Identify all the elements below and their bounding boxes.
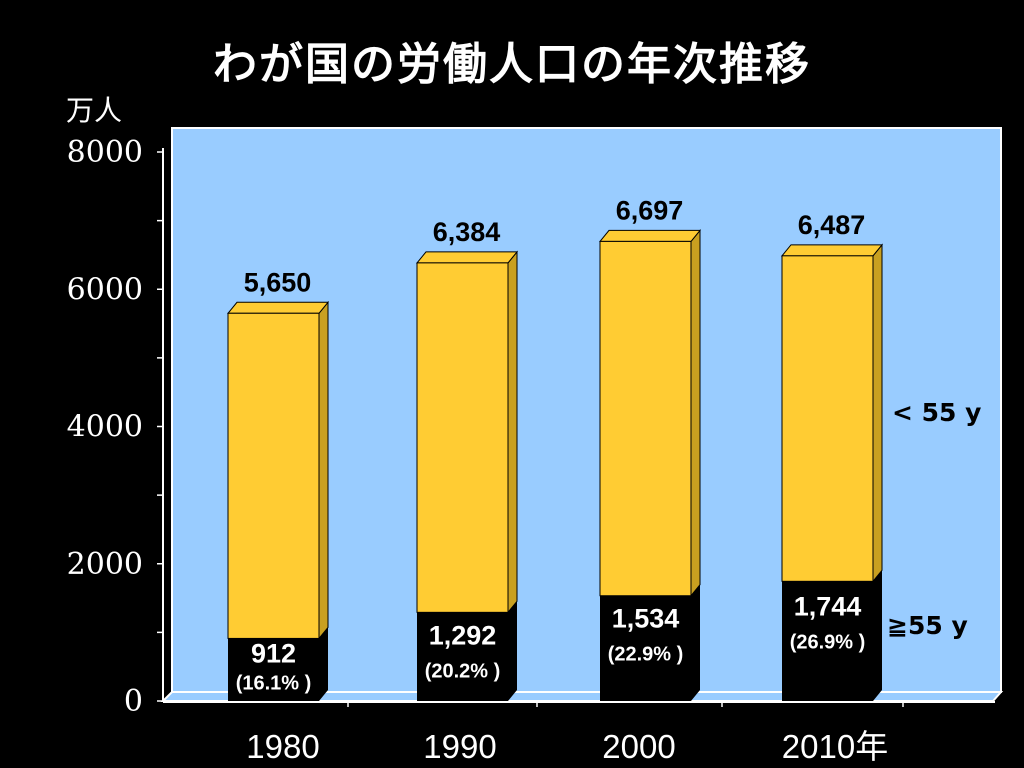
- x-category-label: 1980: [246, 728, 319, 765]
- bar-side-upper: [318, 300, 329, 640]
- bar-segment-under-55: [227, 312, 320, 639]
- x-category-label: 2000: [602, 728, 675, 765]
- series-label-under-55: < 55 y: [892, 398, 981, 427]
- bar-top: [226, 301, 330, 314]
- bar-side-upper: [872, 243, 883, 583]
- bar-segment-55-plus: [600, 595, 691, 701]
- bar-segment-value-label: 1,744: [794, 591, 862, 621]
- y-tick-label: 6000: [67, 272, 143, 307]
- bar-side-lower: [508, 601, 517, 701]
- bar-total-label: 5,650: [244, 267, 312, 297]
- y-axis-unit-label: 万人: [66, 94, 122, 127]
- bar-segment-value-label: 1,292: [429, 620, 497, 650]
- bar-top: [415, 251, 519, 264]
- y-tick-label: 2000: [67, 547, 143, 582]
- bar-side-upper: [690, 229, 701, 598]
- x-category-label: 1990: [423, 728, 496, 765]
- y-tick-label: 8000: [67, 135, 143, 170]
- y-tick-label: 4000: [67, 410, 143, 445]
- bar-segment-55-plus: [782, 581, 873, 701]
- bar-top: [780, 244, 884, 257]
- chart-title: わが国の労働人口の年次推移: [213, 39, 811, 90]
- y-tick-label: 0: [124, 684, 143, 719]
- plot-area: 0 2000 4000 6000 8000 5,650 912 (16.1% ) 1980 6,3…: [67, 127, 1004, 765]
- bar-side-lower: [873, 570, 882, 701]
- bar-side-upper: [507, 250, 518, 614]
- bar-segment-share-label: (26.9% ): [790, 631, 866, 653]
- bar-segment-share-label: (22.9% ): [608, 644, 684, 666]
- bar-segment-under-55: [599, 240, 692, 597]
- bar-segment-value-label: 1,534: [612, 604, 680, 634]
- series-label-55-plus: ≧55 y: [887, 611, 968, 640]
- x-category-label: 2010年: [782, 728, 888, 765]
- bar-segment-55-plus: [417, 612, 508, 701]
- bar-top: [598, 229, 702, 242]
- bar-side-lower: [691, 584, 700, 701]
- bar-segment-value-label: 912: [251, 638, 296, 668]
- bar-segment-share-label: (16.1% ): [236, 672, 312, 694]
- bar-total-label: 6,384: [433, 217, 501, 247]
- bar-total-label: 6,697: [616, 195, 684, 225]
- bar-segment-under-55: [416, 262, 509, 613]
- bar-side-lower: [319, 627, 328, 701]
- bar-segment-under-55: [781, 255, 874, 582]
- bar-segment-share-label: (20.2% ): [425, 660, 501, 682]
- bar-segment-55-plus: [228, 638, 319, 701]
- bar-total-label: 6,487: [798, 210, 866, 240]
